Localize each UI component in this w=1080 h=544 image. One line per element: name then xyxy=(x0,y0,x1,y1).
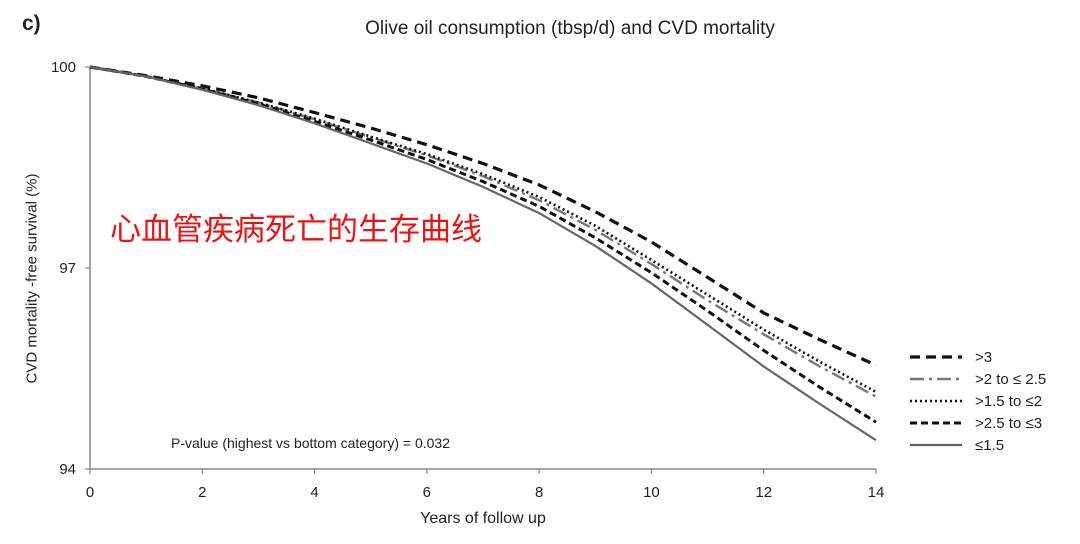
y-tick-label: 97 xyxy=(59,260,76,277)
x-tick-label: 14 xyxy=(868,484,885,501)
x-tick-label: 2 xyxy=(198,484,206,501)
legend-label: >2 to ≤ 2.5 xyxy=(975,371,1046,388)
y-tick-label: 100 xyxy=(51,59,76,76)
p-value-note: P-value (highest vs bottom category) = 0… xyxy=(171,435,450,451)
x-tick-label: 6 xyxy=(423,484,431,501)
series-line xyxy=(89,65,877,394)
legend-label: >3 xyxy=(975,349,992,366)
legend-label: >2.5 to ≤3 xyxy=(975,415,1042,432)
chinese-annotation: 心血管疾病死亡的生存曲线 xyxy=(110,212,482,247)
series-line xyxy=(89,65,877,398)
x-tick-label: 4 xyxy=(310,484,318,501)
x-tick-label: 12 xyxy=(755,484,772,501)
x-axis-label: Years of follow up xyxy=(420,510,546,527)
chart-title: Olive oil consumption (tbsp/d) and CVD m… xyxy=(365,18,775,39)
y-tick-label: 94 xyxy=(59,461,76,478)
panel-label: c) xyxy=(22,12,41,35)
series-line xyxy=(89,65,877,424)
series-line xyxy=(89,65,877,442)
x-tick-label: 0 xyxy=(86,484,94,501)
series-line xyxy=(89,65,877,367)
legend-label: ≤1.5 xyxy=(975,437,1004,454)
x-tick-label: 10 xyxy=(643,484,660,501)
x-tick-label: 8 xyxy=(535,484,543,501)
legend-label: >1.5 to ≤2 xyxy=(975,393,1042,410)
